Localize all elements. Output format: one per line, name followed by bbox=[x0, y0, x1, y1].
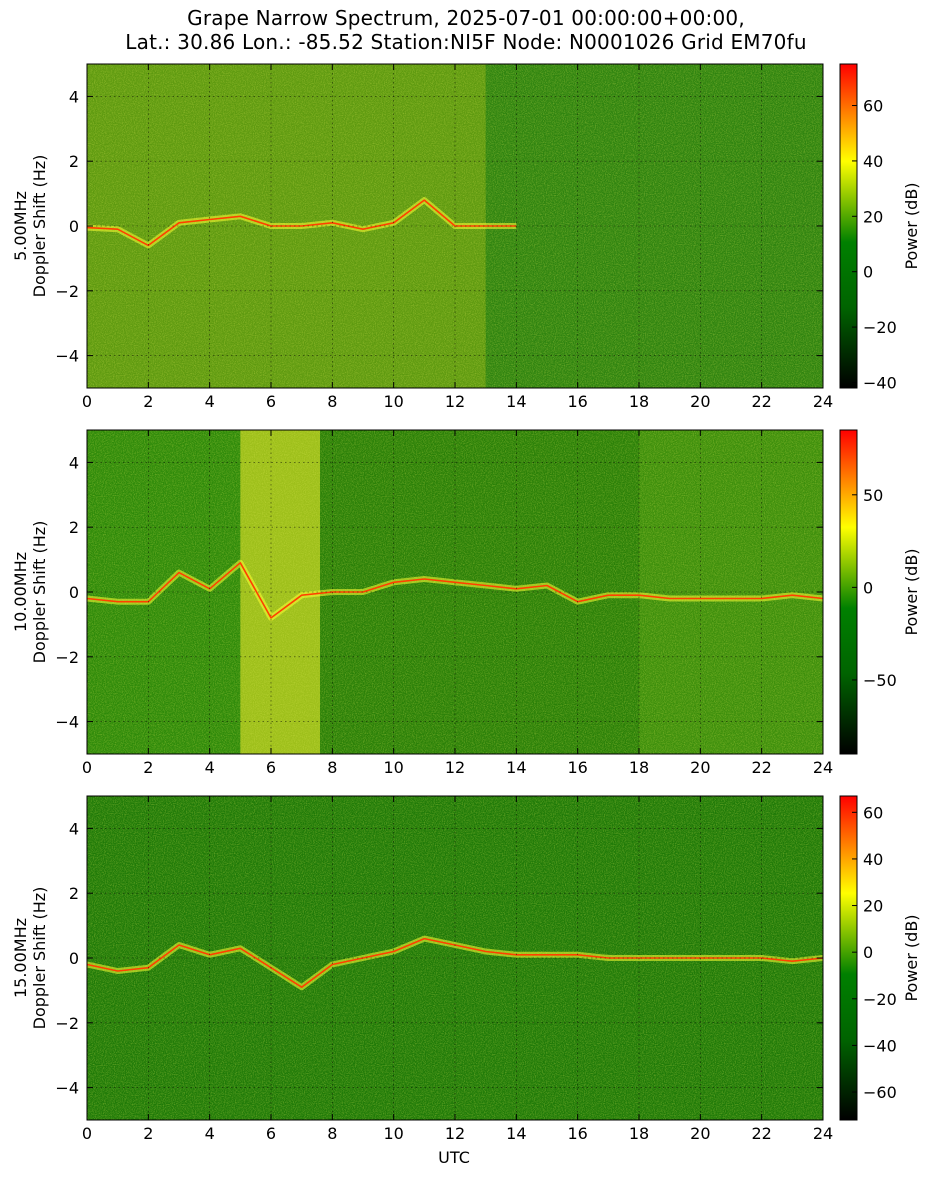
spectrogram-panel-1: 0 2 4 6 8 10 12 14 16 18 20 22 24−4−20245.00MHzDoppl… bbox=[11, 63, 921, 411]
x-tick-label: 4 bbox=[205, 1124, 215, 1143]
y-axis-label: 15.00MHzDoppler Shift (Hz) bbox=[11, 887, 49, 1030]
colorbar-tick-label: 60 bbox=[863, 97, 883, 116]
colorbar bbox=[840, 64, 857, 388]
x-tick-label: 10 bbox=[383, 392, 403, 411]
x-tick-label: 16 bbox=[567, 758, 587, 777]
x-tick-label: 2 bbox=[143, 392, 153, 411]
x-tick-label: 24 bbox=[813, 1124, 833, 1143]
y-tick-label: −2 bbox=[55, 282, 79, 301]
y-tick-label: 2 bbox=[69, 518, 79, 537]
colorbar-tick-label: 20 bbox=[863, 897, 883, 916]
colorbar-tick-label: 20 bbox=[863, 207, 883, 226]
x-tick-label: 24 bbox=[813, 392, 833, 411]
colorbar-tick-label: 0 bbox=[863, 943, 873, 962]
y-tick-label: −2 bbox=[55, 648, 79, 667]
doppler-trace bbox=[86, 199, 517, 247]
colorbar-tick-label: 40 bbox=[863, 850, 883, 869]
y-tick-label: −4 bbox=[55, 347, 79, 366]
spectrogram-panel-3: 0 2 4 6 8 10 12 14 16 18 20 22 24−4−202415.00MHzDopp… bbox=[11, 795, 921, 1143]
x-tick-label: 18 bbox=[629, 758, 649, 777]
x-tick-label: 12 bbox=[445, 758, 465, 777]
y-axis-label-line: 5.00MHz bbox=[11, 191, 30, 261]
y-tick-label: −2 bbox=[55, 1014, 79, 1033]
colorbar-label: Power (dB) bbox=[902, 182, 921, 269]
x-tick-label: 20 bbox=[690, 1124, 710, 1143]
colorbar-tick-label: −20 bbox=[863, 990, 897, 1009]
x-tick-label: 22 bbox=[751, 1124, 771, 1143]
colorbar-tick-label: 40 bbox=[863, 152, 883, 171]
y-tick-label: 0 bbox=[69, 949, 79, 968]
colorbar-frame bbox=[839, 795, 858, 1121]
x-tick-label: 20 bbox=[690, 392, 710, 411]
x-tick-label: 8 bbox=[327, 392, 337, 411]
x-axis-label: UTC bbox=[438, 1148, 470, 1167]
x-tick-label: 10 bbox=[383, 1124, 403, 1143]
colorbar-tick-label: 0 bbox=[863, 263, 873, 282]
x-tick-label: 22 bbox=[751, 758, 771, 777]
colorbar-tick-label: −50 bbox=[863, 671, 897, 690]
x-tick-label: 24 bbox=[813, 758, 833, 777]
x-tick-label: 8 bbox=[327, 1124, 337, 1143]
y-axis-label-line: Doppler Shift (Hz) bbox=[30, 155, 49, 298]
colorbar-tick-label: −60 bbox=[863, 1083, 897, 1102]
x-tick-label: 16 bbox=[567, 1124, 587, 1143]
x-tick-label: 18 bbox=[629, 1124, 649, 1143]
x-tick-label: 22 bbox=[751, 392, 771, 411]
x-tick-label: 14 bbox=[506, 392, 526, 411]
colorbar-frame bbox=[839, 429, 858, 755]
x-tick-label: 6 bbox=[266, 1124, 276, 1143]
y-tick-label: 0 bbox=[69, 583, 79, 602]
x-tick-label: 6 bbox=[266, 758, 276, 777]
y-axis-label-line: Doppler Shift (Hz) bbox=[30, 521, 49, 664]
colorbar-tick-label: −40 bbox=[863, 1036, 897, 1055]
chart-title-line2: Lat.: 30.86 Lon.: -85.52 Station:NI5F No… bbox=[125, 30, 807, 54]
y-tick-label: 4 bbox=[69, 453, 79, 472]
y-tick-label: −4 bbox=[55, 713, 79, 732]
x-tick-label: 0 bbox=[82, 1124, 92, 1143]
x-tick-label: 16 bbox=[567, 392, 587, 411]
y-axis-label-line: 10.00MHz bbox=[11, 552, 30, 632]
x-tick-label: 20 bbox=[690, 758, 710, 777]
x-tick-label: 8 bbox=[327, 758, 337, 777]
y-axis-label: 5.00MHzDoppler Shift (Hz) bbox=[11, 155, 49, 298]
y-tick-label: 2 bbox=[69, 884, 79, 903]
colorbar bbox=[840, 430, 857, 754]
x-tick-label: 18 bbox=[629, 392, 649, 411]
x-tick-label: 4 bbox=[205, 392, 215, 411]
y-tick-label: 4 bbox=[69, 87, 79, 106]
y-tick-label: 2 bbox=[69, 152, 79, 171]
y-tick-label: −4 bbox=[55, 1079, 79, 1098]
colorbar-tick-label: −40 bbox=[863, 373, 897, 392]
x-tick-label: 0 bbox=[82, 392, 92, 411]
y-tick-label: 0 bbox=[69, 217, 79, 236]
colorbar-label: Power (dB) bbox=[902, 914, 921, 1001]
x-tick-label: 2 bbox=[143, 1124, 153, 1143]
x-tick-label: 4 bbox=[205, 758, 215, 777]
chart-title-line1: Grape Narrow Spectrum, 2025-07-01 00:00:… bbox=[187, 6, 745, 30]
x-tick-label: 12 bbox=[445, 392, 465, 411]
x-tick-label: 0 bbox=[82, 758, 92, 777]
spectrogram-panel-2: 0 2 4 6 8 10 12 14 16 18 20 22 24−4−202410.00MHzDopp… bbox=[11, 429, 921, 777]
y-axis-label-line: Doppler Shift (Hz) bbox=[30, 887, 49, 1030]
colorbar bbox=[840, 796, 857, 1120]
colorbar-tick-label: 50 bbox=[863, 486, 883, 505]
x-tick-label: 14 bbox=[506, 1124, 526, 1143]
x-tick-label: 12 bbox=[445, 1124, 465, 1143]
colorbar-tick-label: 60 bbox=[863, 803, 883, 822]
x-tick-label: 6 bbox=[266, 392, 276, 411]
x-tick-label: 10 bbox=[383, 758, 403, 777]
x-tick-label: 2 bbox=[143, 758, 153, 777]
colorbar-tick-label: −20 bbox=[863, 318, 897, 337]
colorbar-tick-label: 0 bbox=[863, 578, 873, 597]
y-tick-label: 4 bbox=[69, 819, 79, 838]
x-tick-label: 14 bbox=[506, 758, 526, 777]
y-axis-label: 10.00MHzDoppler Shift (Hz) bbox=[11, 521, 49, 664]
colorbar-label: Power (dB) bbox=[902, 548, 921, 635]
colorbar-frame bbox=[839, 63, 858, 389]
y-axis-label-line: 15.00MHz bbox=[11, 918, 30, 998]
